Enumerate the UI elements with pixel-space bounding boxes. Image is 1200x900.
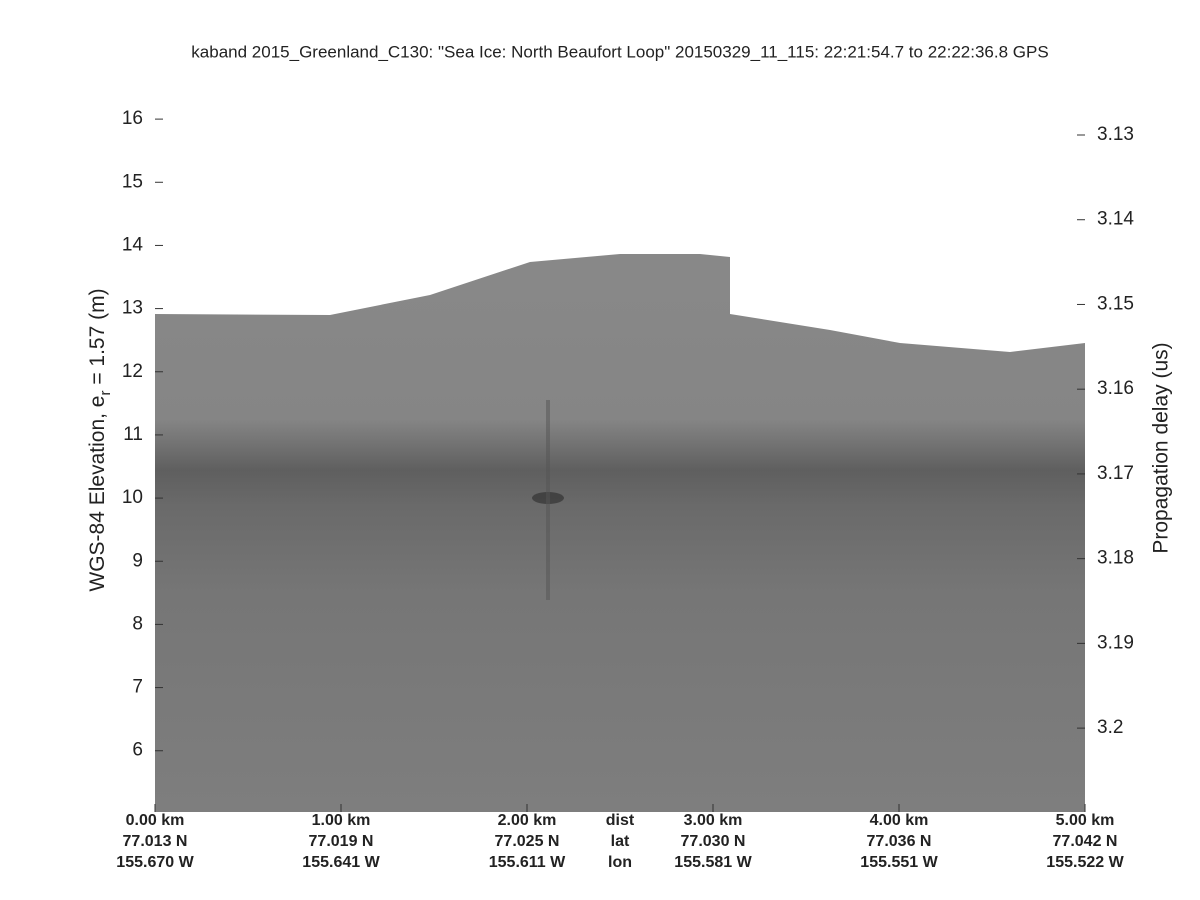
y-tick-label: 8 [132,613,143,634]
x-tick-label: 0.00 km [126,812,185,829]
y2-tick-label: 3.17 [1097,463,1134,484]
y-tick-label: 15 [122,171,143,192]
y-tick-label: 11 [123,424,143,445]
y2-tick-label: 3.19 [1097,632,1134,653]
echogram [155,254,1085,812]
y-tick-label: 14 [122,234,144,255]
y2-tick-label: 3.16 [1097,378,1134,399]
y2-tick-label: 3.15 [1097,293,1134,314]
y-tick-label: 6 [132,740,143,761]
y2-tick-label: 3.18 [1097,548,1134,569]
lat-label: 77.019 N [309,833,374,850]
y-tick-label: 9 [132,550,143,571]
lat-label: 77.036 N [867,833,932,850]
lat-label: 77.042 N [1053,833,1118,850]
lat-label: 77.030 N [681,833,746,850]
y-tick-label: 10 [122,487,143,508]
chart-title: kaband 2015_Greenland_C130: "Sea Ice: No… [191,42,1048,61]
x-tick-label: 5.00 km [1056,812,1115,829]
x-tick-label: 2.00 km [498,812,557,829]
y2-tick-label: 3.2 [1097,717,1123,738]
row-label: lon [608,854,632,871]
y-tick-label: 16 [122,108,143,129]
y2-tick-label: 3.14 [1097,209,1134,230]
lon-label: 155.641 W [302,854,380,871]
lon-label: 155.611 W [489,854,566,871]
lat-label: 77.025 N [495,833,560,850]
y2-axis-label: Propagation delay (us) [1150,342,1173,553]
row-label: lat [611,833,630,850]
x-tick-label: 1.00 km [312,812,371,829]
y-tick-label: 12 [122,361,143,382]
lon-label: 155.670 W [116,854,194,871]
lat-label: 77.013 N [123,833,188,850]
lon-label: 155.581 W [674,854,752,871]
x-tick-label: 4.00 km [870,812,929,829]
y-axis-label: WGS-84 Elevation, er = 1.57 (m) [86,288,114,591]
y-tick-label: 7 [132,677,143,698]
row-label: dist [606,812,635,829]
y-tick-label: 13 [122,298,143,319]
y2-tick-label: 3.13 [1097,124,1134,145]
lon-label: 155.522 W [1046,854,1124,871]
x-tick-label: 3.00 km [684,812,743,829]
lon-label: 155.551 W [860,854,938,871]
